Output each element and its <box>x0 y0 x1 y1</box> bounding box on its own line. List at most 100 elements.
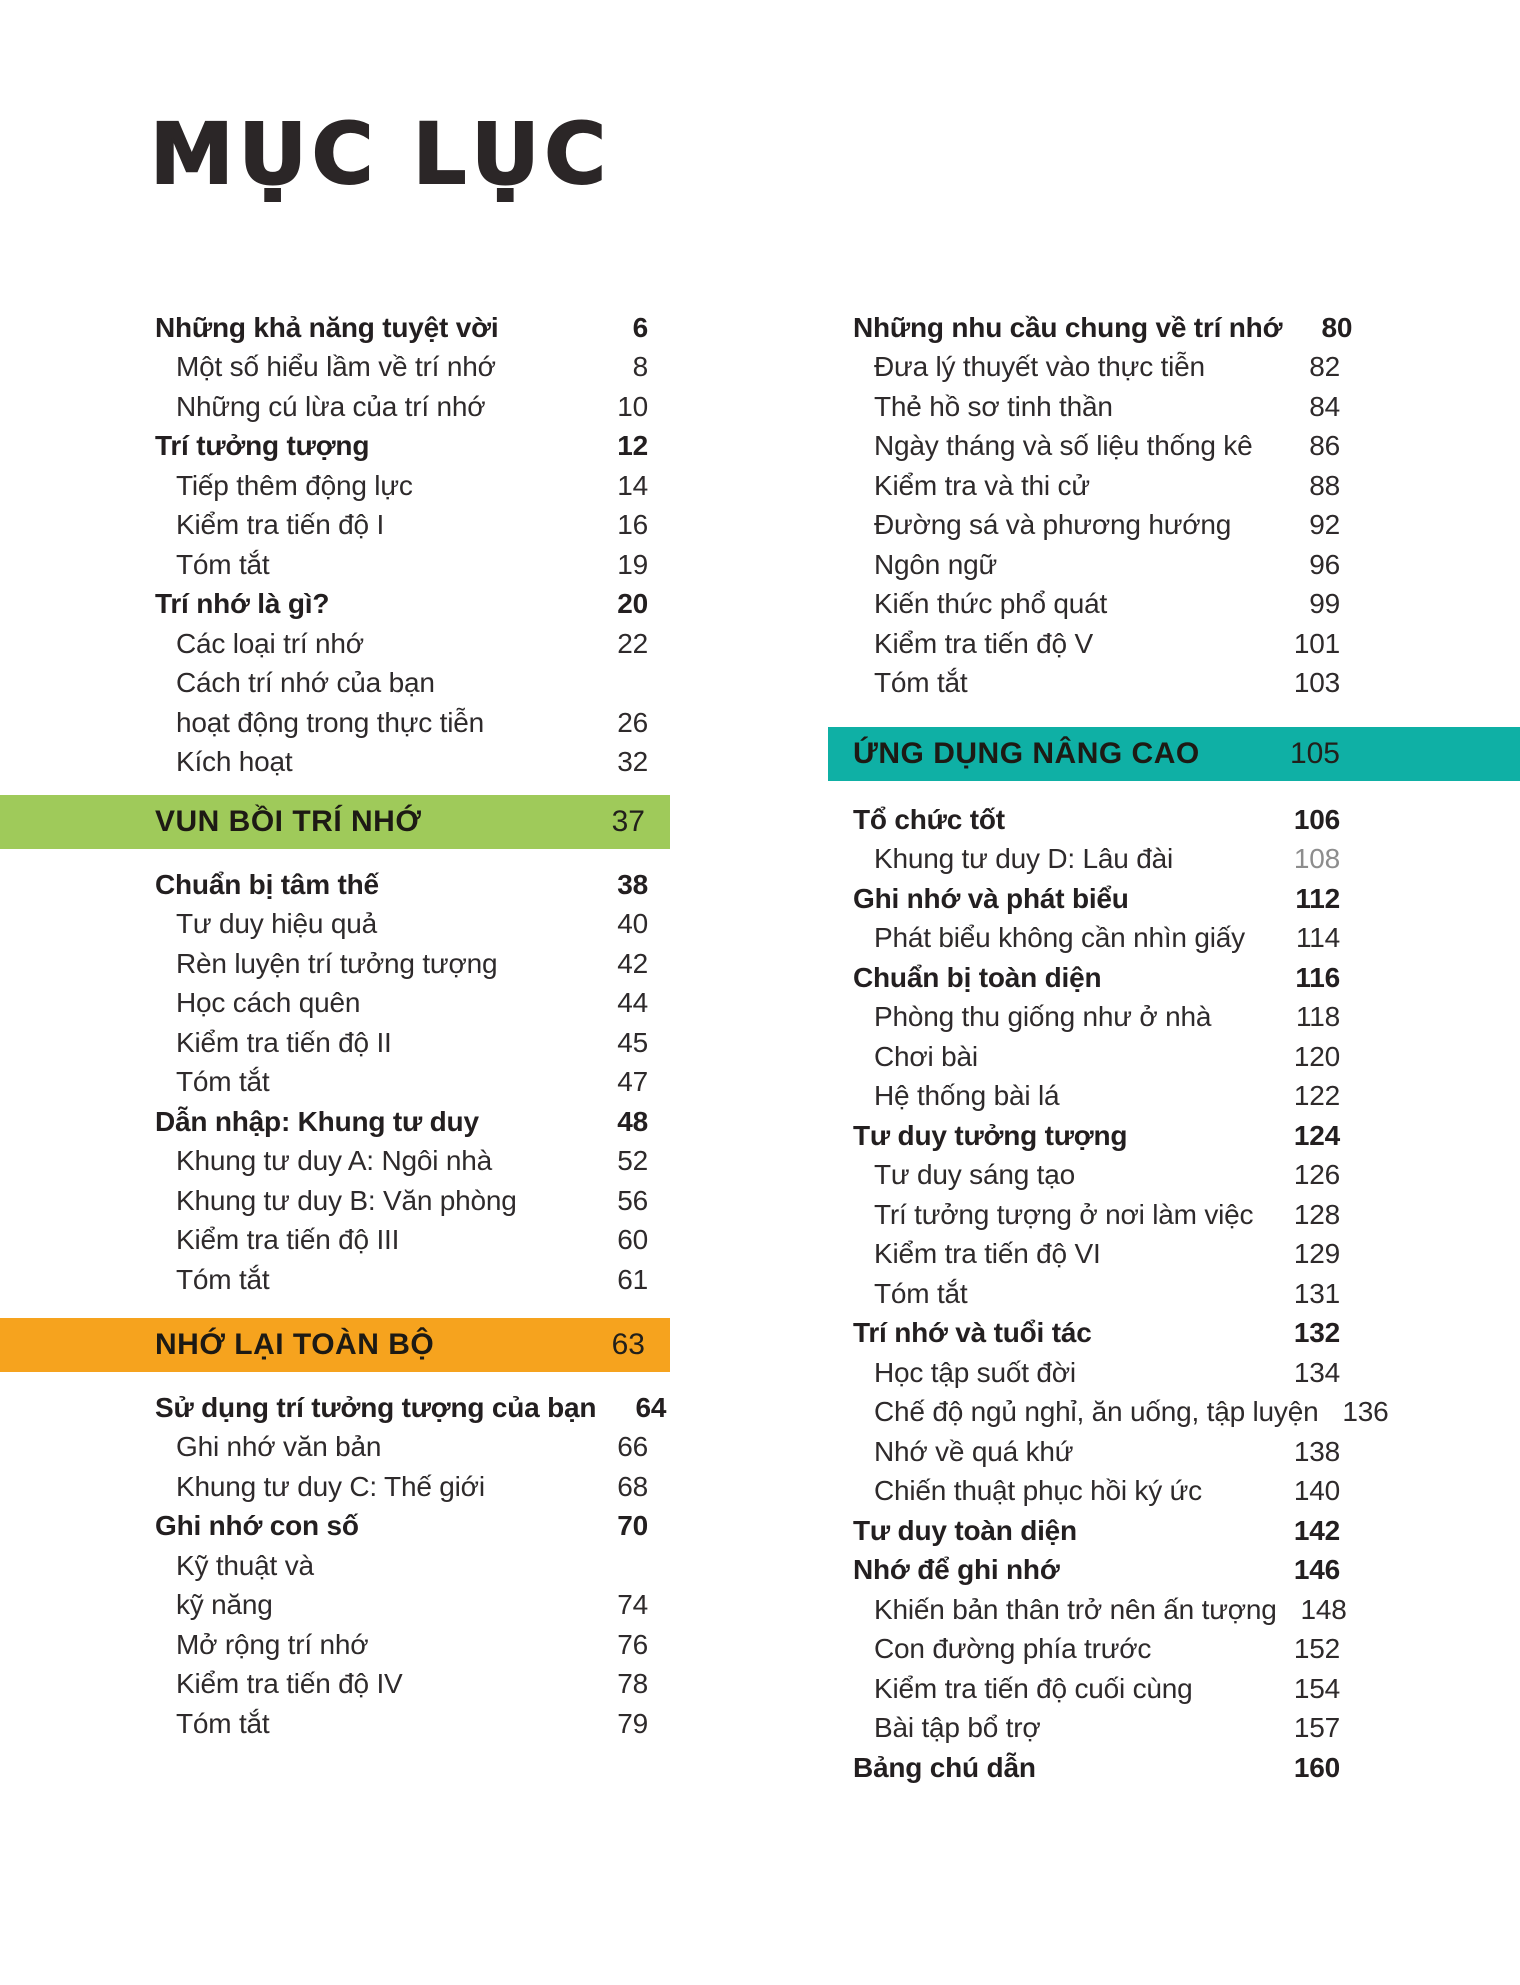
toc-entry-page: 99 <box>1309 588 1340 620</box>
toc-entry-title: Kiểm tra tiến độ cuối cùng <box>874 1672 1193 1704</box>
toc-row: Bảng chú dẫn 160 <box>853 1748 1340 1788</box>
toc-row: Tóm tắt 79 <box>155 1704 648 1744</box>
toc-row: Tóm tắt 19 <box>155 545 648 585</box>
toc-entry-page: 114 <box>1295 922 1340 954</box>
toc-entry-title: Chuẩn bị tâm thế <box>155 868 379 900</box>
toc-row: Kiểm tra tiến độ VI 129 <box>853 1235 1340 1275</box>
toc-row: Chiến thuật phục hồi ký ức 140 <box>853 1472 1340 1512</box>
toc-entry-title: Khung tư duy A: Ngôi nhà <box>176 1145 492 1177</box>
toc-entry-title: Trí tưởng tượng <box>155 430 370 462</box>
toc-entry-title: Khung tư duy D: Lâu đài <box>874 843 1174 875</box>
toc-entry-title: Phát biểu không cần nhìn giấy <box>874 922 1245 954</box>
toc-entry-page: 45 <box>617 1026 648 1058</box>
toc-entry-page: 84 <box>1309 390 1340 422</box>
toc-row: Những nhu cầu chung về trí nhớ 80 <box>853 308 1352 348</box>
toc-entry-title: Những cú lừa của trí nhớ <box>176 390 486 422</box>
toc-entry-page: 157 <box>1293 1712 1340 1744</box>
toc-row: hoạt động trong thực tiễn 26 <box>155 703 648 743</box>
toc-entry-page: 101 <box>1293 627 1340 659</box>
toc-row: Đưa lý thuyết vào thực tiễn 82 <box>853 348 1340 388</box>
toc-entry-title: Kỹ thuật và <box>176 1549 314 1581</box>
toc-entry-page: 68 <box>617 1470 648 1502</box>
toc-entry-page: 42 <box>617 947 648 979</box>
toc-row: Phòng thu giống như ở nhà 118 <box>853 998 1340 1038</box>
toc-entry-page: 138 <box>1293 1435 1340 1467</box>
toc-entry-title: Tư duy tưởng tượng <box>853 1119 1128 1151</box>
toc-row: Trí tưởng tượng 12 <box>155 427 648 467</box>
toc-row: Học cách quên 44 <box>155 984 648 1024</box>
toc-entry-title: Ghi nhớ và phát biểu <box>853 882 1129 914</box>
toc-entry-title: Trí tưởng tượng ở nơi làm việc <box>874 1198 1254 1230</box>
toc-entry-title: Đưa lý thuyết vào thực tiễn <box>874 351 1205 383</box>
toc-entry-page: 82 <box>1309 351 1340 383</box>
toc-row: Ghi nhớ con số 70 <box>155 1507 648 1547</box>
toc-row: Tiếp thêm động lực 14 <box>155 466 648 506</box>
section-band-nho-lai-toan-bo: NHỚ LẠI TOÀN BỘ 63 <box>0 1318 670 1372</box>
toc-entry-title: Con đường phía trước <box>874 1633 1152 1665</box>
toc-entry-page: 140 <box>1293 1475 1340 1507</box>
toc-entry-title: Tổ chức tốt <box>853 803 1005 835</box>
left-column-block-3: Sử dụng trí tưởng tượng của bạn 64 Ghi nhớ… <box>155 1388 666 1744</box>
toc-entry-page: 12 <box>617 430 648 462</box>
toc-entry-title: Kiểm tra tiến độ III <box>176 1224 400 1256</box>
toc-row: Kiểm tra tiến độ I 16 <box>155 506 648 546</box>
toc-entry-page: 32 <box>617 746 648 778</box>
toc-entry-page: 88 <box>1309 469 1340 501</box>
toc-row: Chế độ ngủ nghỉ, ăn uống, tập luyện 136 <box>853 1393 1389 1433</box>
toc-entry-title: Ngôn ngữ <box>874 548 998 580</box>
toc-entry-title: Những khả năng tuyệt vời <box>155 311 499 343</box>
toc-entry-page: 40 <box>617 908 648 940</box>
toc-row: Kiểm tra tiến độ III 60 <box>155 1221 648 1261</box>
toc-entry-page: 16 <box>617 509 648 541</box>
toc-entry-title: Chuẩn bị toàn diện <box>853 961 1102 993</box>
toc-entry-title: Ngày tháng và số liệu thống kê <box>874 430 1253 462</box>
toc-entry-title: Dẫn nhập: Khung tư duy <box>155 1105 479 1137</box>
section-band-title: VUN BỒI TRÍ NHỚ <box>155 805 422 838</box>
toc-entry-page: 80 <box>1321 311 1353 343</box>
toc-entry-page: 64 <box>635 1391 667 1423</box>
toc-entry-page: 112 <box>1295 882 1340 914</box>
toc-entry-title: Hệ thống bài lá <box>874 1080 1060 1112</box>
toc-row: Con đường phía trước 152 <box>853 1630 1340 1670</box>
toc-entry-title: Ghi nhớ con số <box>155 1510 359 1542</box>
toc-entry-title: Phòng thu giống như ở nhà <box>874 1001 1212 1033</box>
toc-entry-page: 14 <box>617 469 648 501</box>
toc-entry-title: Nhớ về quá khứ <box>874 1435 1074 1467</box>
toc-row: Sử dụng trí tưởng tượng của bạn 64 <box>155 1388 666 1428</box>
toc-entry-title: Ghi nhớ văn bản <box>176 1431 382 1463</box>
toc-entry-title: Tóm tắt <box>874 667 968 699</box>
toc-entry-title: Kiểm tra tiến độ II <box>176 1026 392 1058</box>
toc-entry-title: hoạt động trong thực tiễn <box>176 706 484 738</box>
toc-entry-page: 142 <box>1293 1514 1340 1546</box>
toc-entry-title: Tóm tắt <box>176 1707 270 1739</box>
toc-row: Mở rộng trí nhớ 76 <box>155 1625 648 1665</box>
toc-row: Kiểm tra tiến độ cuối cùng 154 <box>853 1669 1340 1709</box>
toc-row: Tư duy sáng tạo 126 <box>853 1156 1340 1196</box>
toc-row: Tóm tắt 131 <box>853 1274 1340 1314</box>
toc-entry-title: Học tập suốt đời <box>874 1356 1076 1388</box>
toc-entry-page: 131 <box>1293 1277 1340 1309</box>
toc-entry-title: Rèn luyện trí tưởng tượng <box>176 947 498 979</box>
toc-entry-title: Khiến bản thân trở nên ấn tượng <box>874 1593 1277 1625</box>
toc-entry-page: 78 <box>617 1668 648 1700</box>
section-band-page: 105 <box>1289 737 1340 770</box>
toc-row: Những khả năng tuyệt vời 6 <box>155 308 648 348</box>
toc-entry-page: 126 <box>1293 1159 1340 1191</box>
toc-entry-page: 61 <box>617 1263 648 1295</box>
toc-entry-page: 96 <box>1309 548 1340 580</box>
toc-entry-page: 76 <box>617 1628 648 1660</box>
toc-row: Tóm tắt 61 <box>155 1260 648 1300</box>
toc-entry-page: 122 <box>1293 1080 1340 1112</box>
right-column-block-2: Tổ chức tốt 106 Khung tư duy D: Lâu đài 108… <box>853 800 1389 1788</box>
toc-row: Đường sá và phương hướng 92 <box>853 506 1340 546</box>
toc-entry-title: Kiểm tra tiến độ VI <box>874 1238 1101 1270</box>
toc-entry-title: Đường sá và phương hướng <box>874 509 1232 541</box>
toc-entry-page: 152 <box>1293 1633 1340 1665</box>
toc-entry-title: Học cách quên <box>176 987 361 1019</box>
toc-entry-title: Nhớ để ghi nhớ <box>853 1554 1060 1586</box>
toc-entry-page: 70 <box>617 1510 648 1542</box>
section-band-vun-boi-tri-nho: VUN BỒI TRÍ NHỚ 37 <box>0 795 670 849</box>
toc-row: Kỹ thuật và <box>155 1546 648 1586</box>
toc-row: Một số hiểu lầm về trí nhớ 8 <box>155 348 648 388</box>
toc-row: Rèn luyện trí tưởng tượng 42 <box>155 944 648 984</box>
